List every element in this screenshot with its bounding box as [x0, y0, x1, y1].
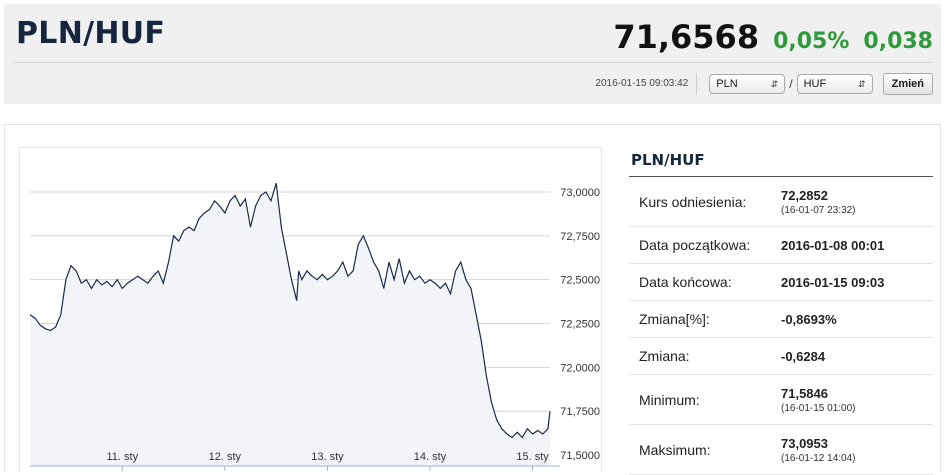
currency-controls: 2016-01-15 09:03:42 PLN ⇵ / HUF ⇵ Zmień	[595, 72, 933, 96]
x-tick-label: 11. sty	[107, 451, 139, 463]
stats-value: 72,2852 (16-01-07 23:32)	[781, 177, 933, 226]
y-tick-label: 71,5000	[560, 450, 600, 462]
stats-value: 71,5846 (16-01-15 01:00)	[781, 375, 933, 424]
y-tick-label: 72,0000	[560, 362, 600, 374]
stats-table: Kurs odniesienia: 72,2852 (16-01-07 23:32)…	[629, 177, 933, 475]
stats-value: -0,8693%	[781, 301, 933, 337]
change-button[interactable]: Zmień	[882, 73, 933, 95]
stats-row: Data początkowa: 2016-01-08 00:01	[629, 227, 933, 264]
price-block: 71,6568 0,05% 0,038	[613, 18, 933, 56]
y-tick-label: 73,0000	[560, 187, 600, 199]
stats-row: Maksimum: 73,0953 (16-01-12 14:04)	[629, 425, 933, 475]
stats-value-main: 2016-01-15 09:03	[781, 274, 885, 290]
change-absolute: 0,038	[863, 29, 933, 54]
stats-row: Zmiana: -0,6284	[629, 338, 933, 375]
current-price: 71,6568	[613, 18, 760, 56]
stats-label: Kurs odniesienia:	[639, 193, 747, 210]
y-tick-label: 71,7500	[560, 406, 600, 418]
change-percent: 0,05%	[773, 29, 850, 54]
stats-value: -0,6284	[781, 338, 933, 374]
stats-value: 73,0953 (16-01-12 14:04)	[781, 425, 933, 474]
series-area	[30, 183, 550, 466]
stats-label: Zmiana:	[639, 348, 690, 364]
to-currency-select[interactable]: HUF ⇵	[796, 74, 873, 94]
stats-row: Kurs odniesienia: 72,2852 (16-01-07 23:32)	[629, 177, 933, 227]
stats-label: Data końcowa:	[639, 274, 732, 290]
stats-label: Data początkowa:	[639, 237, 751, 253]
from-currency-select[interactable]: PLN ⇵	[709, 74, 786, 94]
stats-value: 2016-01-08 00:01	[781, 227, 933, 263]
quote-timestamp: 2016-01-15 09:03:42	[595, 73, 698, 95]
series-line	[29, 183, 551, 439]
stats-value-main: 72,2852	[781, 187, 828, 203]
currency-separator: /	[789, 77, 793, 91]
y-tick-label: 72,7500	[560, 231, 600, 243]
stats-label: Maksimum:	[639, 441, 711, 458]
stats-value-main: 73,0953	[781, 435, 828, 451]
stats-value-main: -0,6284	[781, 348, 826, 364]
stats-panel: PLN/HUF Kurs odniesienia: 72,2852 (16-01-0…	[629, 147, 933, 475]
header-divider	[12, 62, 933, 63]
stats-row: Minimum: 71,5846 (16-01-15 01:00)	[629, 375, 933, 425]
stats-value-main: 2016-01-08 00:01	[781, 237, 885, 253]
x-tick-label: 14. sty	[414, 451, 447, 463]
currency-pair-title: PLN/HUF	[16, 16, 166, 51]
stats-value: 2016-01-15 09:03	[781, 264, 933, 300]
stats-row: Data końcowa: 2016-01-15 09:03	[629, 264, 933, 301]
updown-arrows-icon: ⇵	[770, 78, 779, 89]
x-tick-label: 13. sty	[311, 451, 344, 463]
stats-value-timestamp: (16-01-12 14:04)	[781, 452, 856, 464]
price-chart[interactable]: 71,5000 71,7500 72,0000 72,2500 72,5000 72,75…	[19, 147, 602, 472]
stats-row: Zmiana[%]: -0,8693%	[629, 301, 933, 338]
x-tick-label: 15. sty	[516, 451, 549, 463]
from-currency-value: PLN	[716, 78, 738, 90]
stats-value-timestamp: (16-01-07 23:32)	[781, 204, 856, 216]
stats-label: Zmiana[%]:	[639, 311, 710, 327]
y-tick-label: 72,5000	[560, 275, 600, 287]
x-tick-label: 12. sty	[209, 451, 242, 463]
stats-value-main: 71,5846	[781, 385, 828, 401]
updown-arrows-icon: ⇵	[858, 78, 866, 89]
stats-title: PLN/HUF	[629, 147, 933, 177]
main-panel: 71,5000 71,7500 72,0000 72,2500 72,5000 72,75…	[4, 124, 941, 475]
stats-value-main: -0,8693%	[781, 311, 837, 327]
chart-svg: 71,5000 71,7500 72,0000 72,2500 72,5000 72,75…	[29, 183, 600, 471]
stats-value-timestamp: (16-01-15 01:00)	[781, 402, 856, 414]
y-tick-label: 72,2500	[560, 319, 600, 331]
header-panel: PLN/HUF 71,6568 0,05% 0,038 2016-01-15 0…	[4, 4, 941, 104]
stats-label: Minimum:	[639, 391, 700, 408]
to-currency-value: HUF	[803, 78, 827, 90]
